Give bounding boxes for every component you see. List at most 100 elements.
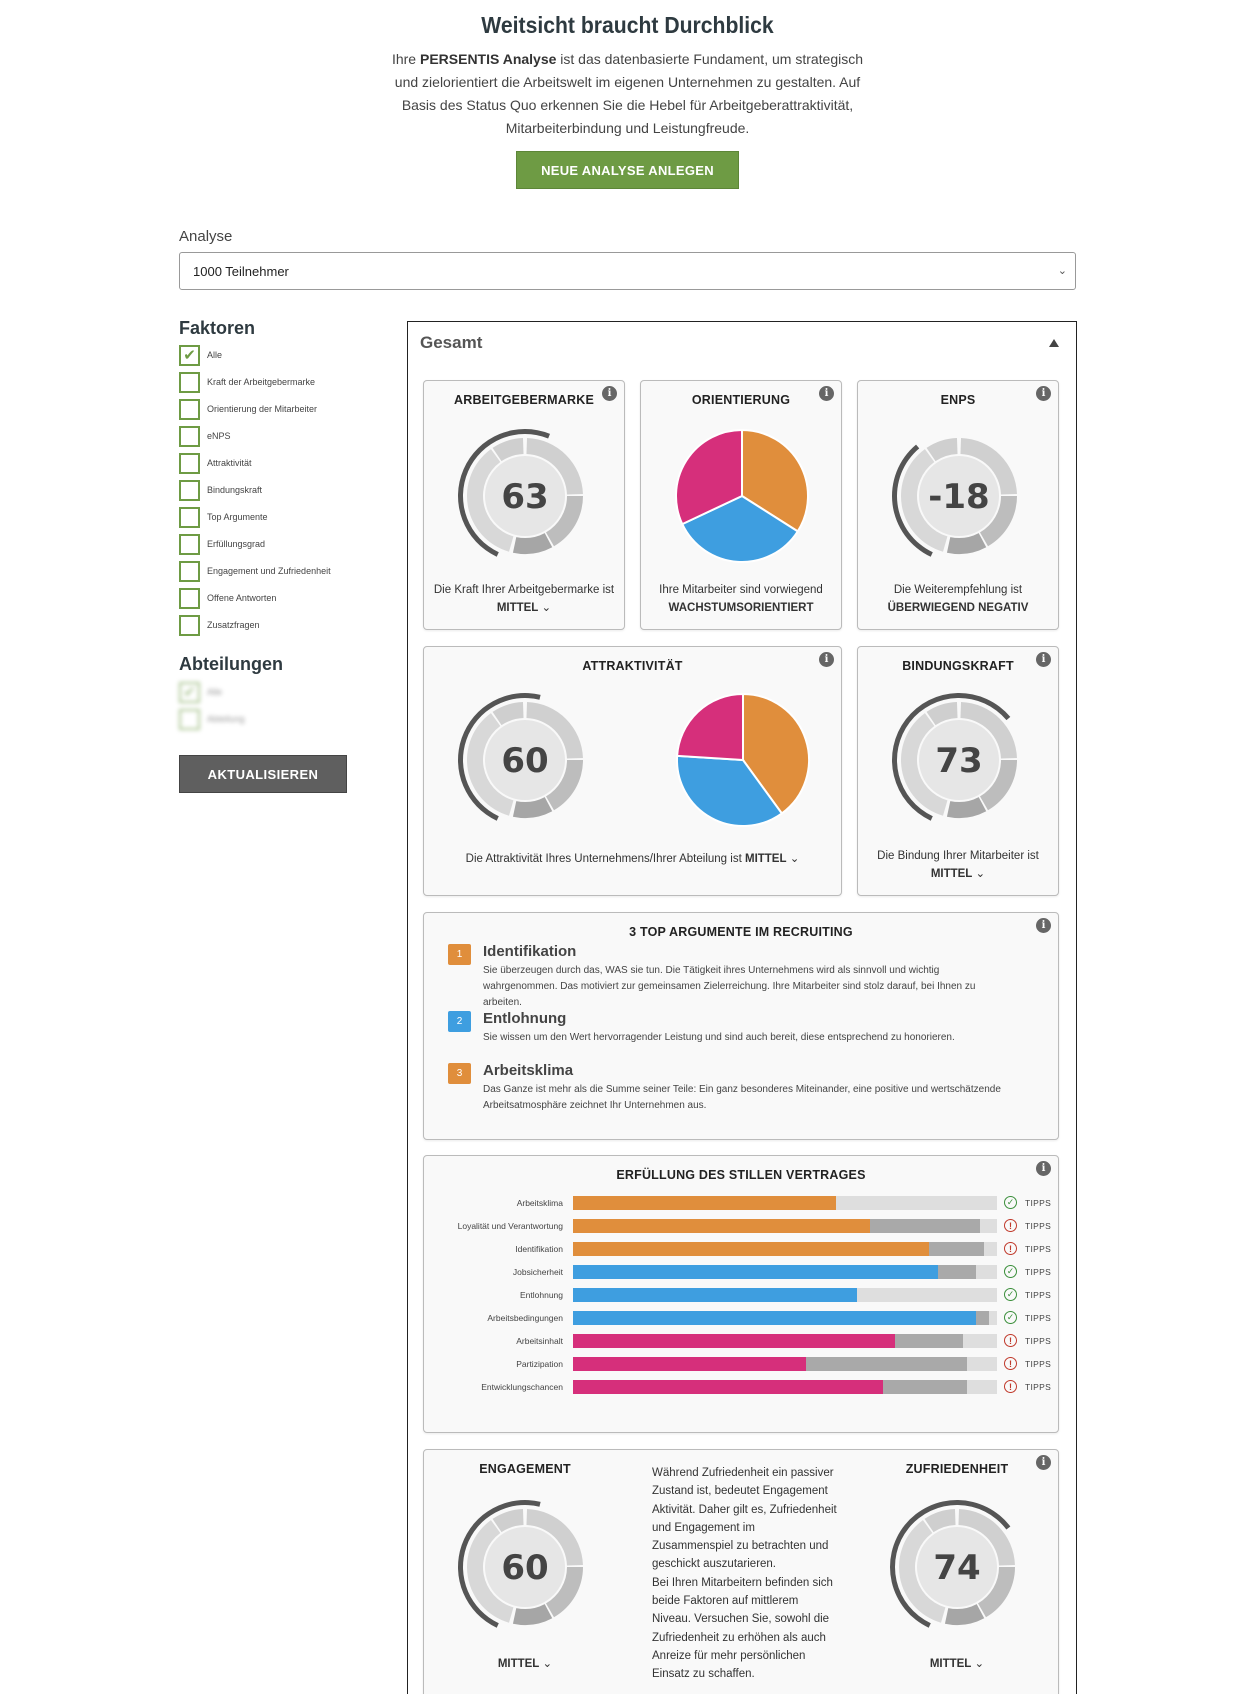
checkbox[interactable] <box>179 533 200 555</box>
bar-label: Jobsicherheit <box>512 1267 563 1277</box>
checkbox-row[interactable]: Erfüllungsgrad <box>179 533 265 555</box>
gauge-segment <box>492 702 524 726</box>
info-icon[interactable]: i <box>819 652 834 667</box>
checkbox-row[interactable]: Offene Antworten <box>179 587 276 609</box>
result-dropdown[interactable]: MITTEL <box>496 602 539 614</box>
result-dropdown[interactable]: MITTEL <box>930 868 973 880</box>
card-caption: Die Weiterempfehlung ist ÜBERWIEGEND NEGA… <box>887 584 1029 614</box>
pie-orientierung <box>675 428 809 563</box>
card-arbeitgebermarke: ARBEITGEBERMARKE i 63 Die Kraft Ihrer Ar… <box>423 380 625 630</box>
gauge-segment <box>978 1567 1015 1618</box>
tipps-link[interactable]: TIPPS <box>1025 1290 1052 1300</box>
checkbox[interactable] <box>179 506 200 528</box>
gauge-segment <box>467 713 514 816</box>
gauge-center <box>485 720 565 800</box>
check-circle-icon: ✓ <box>1004 1311 1017 1324</box>
tipps-link[interactable]: TIPPS <box>1025 1336 1052 1346</box>
tipps-link[interactable]: TIPPS <box>1025 1221 1052 1231</box>
checkbox-row[interactable]: Bindungskraft <box>179 479 262 501</box>
bar-fill <box>573 1242 930 1256</box>
checkbox[interactable]: ✔ <box>179 344 200 366</box>
bar-fill <box>573 1380 883 1394</box>
update-button[interactable]: AKTUALISIEREN <box>179 755 347 793</box>
card-title: 3 TOP ARGUMENTE IM RECRUITING <box>629 925 853 939</box>
bar-track <box>573 1242 997 1256</box>
checkbox[interactable] <box>179 398 200 420</box>
checkbox-row[interactable]: Kraft der Arbeitgebermarke <box>179 371 315 393</box>
gauge-center <box>485 1527 565 1607</box>
faktoren-title: Faktoren <box>179 318 256 338</box>
bar-track <box>573 1311 997 1325</box>
bar-fill <box>573 1219 870 1233</box>
checkbox[interactable] <box>179 587 200 609</box>
bar-track <box>573 1219 997 1233</box>
gauge-segment <box>512 1604 553 1625</box>
checkbox-row[interactable]: Zusatzfragen <box>179 614 260 636</box>
checkbox-row[interactable]: Abteilung <box>179 708 245 730</box>
checkbox[interactable] <box>179 708 200 730</box>
check-circle-icon: ✓ <box>1004 1288 1017 1301</box>
pie-slice-magenta <box>675 428 743 526</box>
checkbox[interactable] <box>179 452 200 474</box>
info-icon[interactable]: i <box>1036 1455 1051 1470</box>
bar-fill <box>573 1334 896 1348</box>
tipps-link[interactable]: TIPPS <box>1025 1313 1052 1323</box>
chevron-down-icon[interactable]: ⌄ <box>975 868 986 880</box>
card-enps: ENPS i -18 Die Weiterempfehlung ist ÜBERW… <box>857 380 1059 630</box>
gauge-center <box>485 456 565 536</box>
checkbox[interactable] <box>179 560 200 582</box>
zufriedenheit-result[interactable]: MITTEL ⌄ <box>929 1658 985 1670</box>
checkbox-row[interactable]: ✔ Alle <box>179 344 222 366</box>
chevron-down-icon[interactable]: ⌄ <box>789 853 800 865</box>
warning-circle-icon: ! <box>1004 1219 1017 1232</box>
checkbox[interactable] <box>179 614 200 636</box>
checkbox-row[interactable]: Top Argumente <box>179 506 268 528</box>
check-circle-icon: ✓ <box>1004 1265 1017 1278</box>
checkbox-label: Kraft der Arbeitgebermarke <box>207 377 316 387</box>
tipps-link[interactable]: TIPPS <box>1025 1359 1052 1369</box>
tipps-link[interactable]: TIPPS <box>1025 1382 1052 1392</box>
tipps-link[interactable]: TIPPS <box>1025 1267 1052 1277</box>
info-icon[interactable]: i <box>1036 652 1051 667</box>
card-engagement-zufriedenheit: ENGAGEMENT ZUFRIEDENHEIT i 60 74 MITTEL … <box>423 1449 1059 1694</box>
argument-number-badge: 1 <box>448 944 471 965</box>
gauge-segment <box>492 438 524 462</box>
engagement-result[interactable]: MITTEL ⌄ <box>497 1658 553 1670</box>
gauge-engagement: 60 <box>458 1500 583 1628</box>
tipps-link[interactable]: TIPPS <box>1025 1198 1052 1208</box>
analyse-select[interactable]: 1000 Teilnehmer ⌄ <box>179 252 1076 290</box>
checkbox-label: Alle <box>207 687 223 697</box>
gauge-segment <box>926 438 958 462</box>
checkbox-row[interactable]: Engagement und Zufriedenheit <box>179 560 331 582</box>
gauge-segment <box>926 702 958 726</box>
checkbox[interactable] <box>179 425 200 447</box>
card-orientierung: ORIENTIERUNG i Ihre Mitarbeiter sind vor… <box>640 380 842 630</box>
chevron-down-icon[interactable]: ⌄ <box>541 602 552 614</box>
info-icon[interactable]: i <box>1036 1161 1051 1176</box>
checkbox-row[interactable]: ✔ Alle <box>179 681 222 703</box>
checkbox[interactable] <box>179 479 200 501</box>
argument-text: Sie wissen um den Wert hervorragender Le… <box>483 1032 955 1043</box>
collapse-triangle-icon[interactable] <box>1049 339 1059 347</box>
checkbox-row[interactable]: eNPS <box>179 425 231 447</box>
chevron-down-icon: ⌄ <box>542 1658 553 1670</box>
checkbox[interactable] <box>179 371 200 393</box>
check-circle-icon: ✓ <box>1004 1196 1017 1209</box>
info-icon[interactable]: i <box>1036 386 1051 401</box>
gauge-segment <box>946 797 987 818</box>
tipps-link[interactable]: TIPPS <box>1025 1244 1052 1254</box>
page-title: Weitsicht braucht Durchblick <box>481 12 774 38</box>
gauge-value: 60 <box>501 1548 548 1588</box>
gauge-segment <box>901 449 948 552</box>
info-icon[interactable]: i <box>602 386 617 401</box>
new-analysis-button[interactable]: NEUE ANALYSE ANLEGEN <box>516 151 739 189</box>
bar-track <box>573 1196 997 1210</box>
checkbox-row[interactable]: Orientierung der Mitarbeiter <box>179 398 317 420</box>
info-icon[interactable]: i <box>1036 918 1051 933</box>
gauge-segment <box>980 496 1017 547</box>
result-dropdown[interactable]: MITTEL <box>744 853 787 865</box>
checkbox[interactable]: ✔ <box>179 681 200 703</box>
analyse-selected-value: 1000 Teilnehmer <box>193 263 289 279</box>
checkbox-row[interactable]: Attraktivität <box>179 452 252 474</box>
info-icon[interactable]: i <box>819 386 834 401</box>
